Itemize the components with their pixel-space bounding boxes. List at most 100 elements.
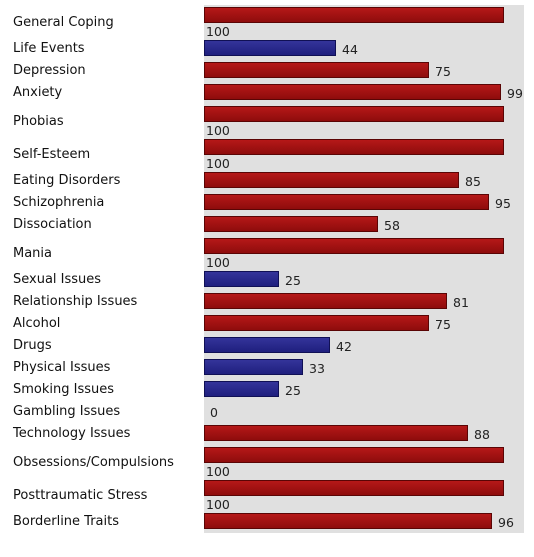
value-label: 100	[206, 24, 230, 39]
category-label: Posttraumatic Stress	[13, 488, 148, 503]
value-label: 100	[206, 123, 230, 138]
bar-row: Anxiety 99	[0, 82, 534, 104]
category-label: Technology Issues	[13, 426, 131, 441]
bar-track: 75	[204, 60, 524, 82]
category-label: General Coping	[13, 15, 114, 30]
bar-row: Technology Issues 88	[0, 423, 534, 445]
bar-row: Schizophrenia 95	[0, 192, 534, 214]
bar	[204, 315, 429, 331]
bar-row: Depression 75	[0, 60, 534, 82]
bar-track: 100	[204, 445, 524, 479]
value-label: 33	[309, 361, 325, 376]
bar-track: 58	[204, 214, 524, 236]
value-label: 75	[435, 317, 451, 332]
bar-track: 0	[204, 401, 524, 423]
category-label: Eating Disorders	[13, 173, 121, 188]
category-label: Phobias	[13, 114, 64, 129]
bar-track: 96	[204, 511, 524, 533]
value-label: 44	[342, 42, 358, 57]
value-label: 100	[206, 156, 230, 171]
bar-track: 100	[204, 236, 524, 270]
value-label: 96	[498, 515, 514, 530]
bar-track: 85	[204, 170, 524, 192]
bar-row: General Coping 100	[0, 5, 534, 39]
bar	[204, 425, 468, 441]
bar	[204, 447, 504, 463]
value-label: 85	[465, 174, 481, 189]
value-label: 100	[206, 464, 230, 479]
bar-row: Smoking Issues 25	[0, 379, 534, 401]
bar-track: 100	[204, 104, 524, 138]
value-label: 100	[206, 497, 230, 512]
category-label: Anxiety	[13, 85, 63, 100]
value-label: 99	[507, 86, 523, 101]
category-label: Relationship Issues	[13, 294, 138, 309]
value-label: 100	[206, 255, 230, 270]
bar-row: Drugs 42	[0, 335, 534, 357]
bar	[204, 106, 504, 122]
category-label: Self-Esteem	[13, 147, 91, 162]
value-label: 25	[285, 383, 301, 398]
bar-track: 75	[204, 313, 524, 335]
bar	[204, 381, 279, 397]
bar-track: 25	[204, 269, 524, 291]
bar	[204, 271, 279, 287]
category-label: Mania	[13, 246, 52, 261]
value-label: 42	[336, 339, 352, 354]
category-label: Schizophrenia	[13, 195, 105, 210]
bar	[204, 194, 489, 210]
bar	[204, 293, 447, 309]
bar-row: Dissociation 58	[0, 214, 534, 236]
category-label: Physical Issues	[13, 360, 111, 375]
bar-track: 42	[204, 335, 524, 357]
category-label: Sexual Issues	[13, 272, 102, 287]
category-label: Gambling Issues	[13, 404, 121, 419]
bar-track: 100	[204, 5, 524, 39]
bar-row: Posttraumatic Stress 100	[0, 478, 534, 512]
bar-track: 81	[204, 291, 524, 313]
bar-track: 44	[204, 38, 524, 60]
bar	[204, 238, 504, 254]
bar	[204, 216, 378, 232]
bar-row: Gambling Issues 0	[0, 401, 534, 423]
value-label: 58	[384, 218, 400, 233]
bar-row: Obsessions/Compulsions 100	[0, 445, 534, 479]
bar	[204, 139, 504, 155]
bar	[204, 40, 336, 56]
bar-row: Eating Disorders 85	[0, 170, 534, 192]
bar-track: 100	[204, 137, 524, 171]
bar	[204, 84, 501, 100]
bar	[204, 480, 504, 496]
bar-row: Alcohol 75	[0, 313, 534, 335]
category-label: Obsessions/Compulsions	[13, 455, 174, 470]
bar-row: Mania 100	[0, 236, 534, 270]
bar-track: 25	[204, 379, 524, 401]
bar	[204, 337, 330, 353]
category-label: Life Events	[13, 41, 85, 56]
category-label: Dissociation	[13, 217, 92, 232]
bar	[204, 359, 303, 375]
bar-row: Sexual Issues 25	[0, 269, 534, 291]
bar-track: 100	[204, 478, 524, 512]
bar-row: Phobias 100	[0, 104, 534, 138]
value-label: 88	[474, 427, 490, 442]
bar-track: 88	[204, 423, 524, 445]
bar-row: Relationship Issues 81	[0, 291, 534, 313]
bar-track: 33	[204, 357, 524, 379]
bar	[204, 62, 429, 78]
bar	[204, 513, 492, 529]
bar-track: 99	[204, 82, 524, 104]
category-label: Smoking Issues	[13, 382, 115, 397]
bar-row: Self-Esteem 100	[0, 137, 534, 171]
bar	[204, 7, 504, 23]
bar-row: Life Events 44	[0, 38, 534, 60]
bar	[204, 172, 459, 188]
value-label: 25	[285, 273, 301, 288]
value-label: 95	[495, 196, 511, 211]
category-label: Alcohol	[13, 316, 61, 331]
category-label: Borderline Traits	[13, 514, 119, 529]
bar-row: Physical Issues 33	[0, 357, 534, 379]
category-label: Drugs	[13, 338, 52, 353]
value-label: 75	[435, 64, 451, 79]
category-label: Depression	[13, 63, 86, 78]
